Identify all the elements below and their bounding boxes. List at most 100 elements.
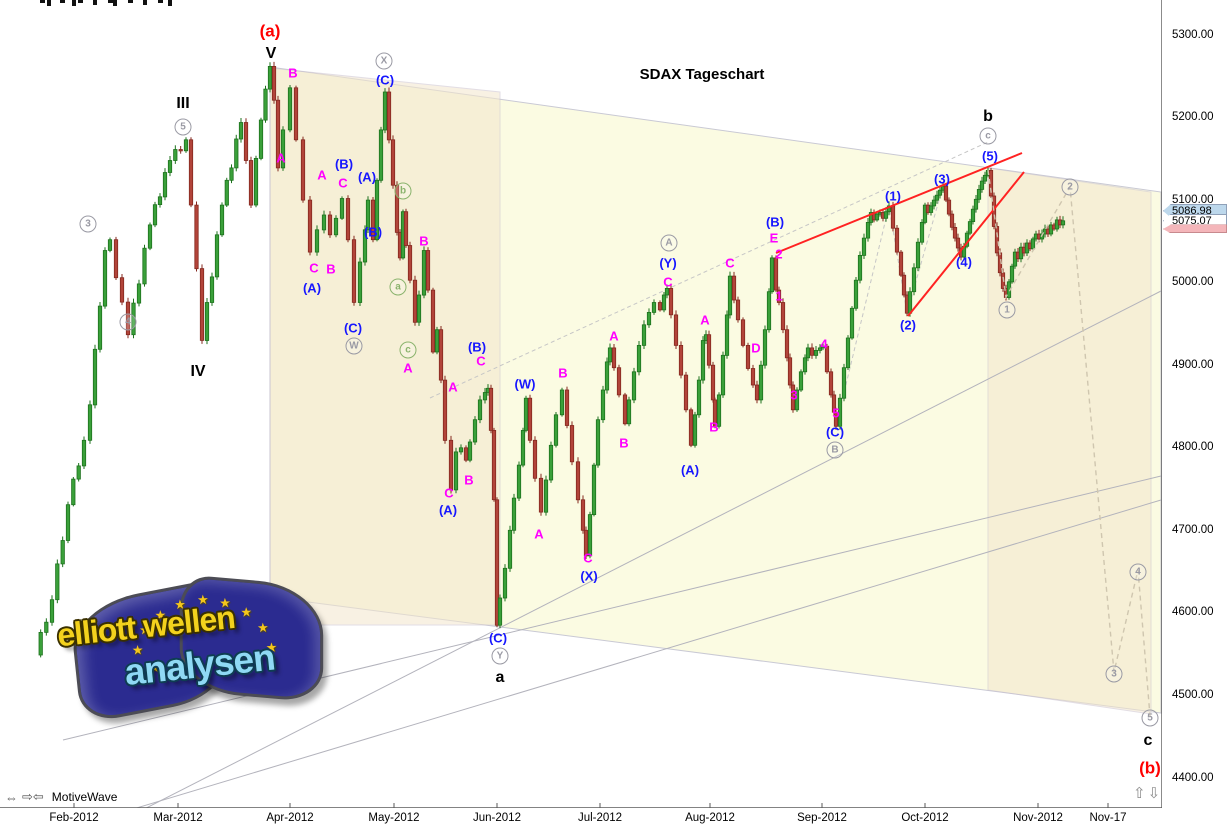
candle [657,300,663,312]
wave-label: 4 [820,336,828,352]
candle [982,171,988,184]
candle [604,357,610,394]
candle [970,205,976,225]
wave-label: A [276,150,286,166]
candle [874,212,880,222]
candle [631,367,637,404]
candle [511,493,517,534]
candle [967,218,973,236]
candle [716,392,722,429]
candle [849,306,855,340]
candle [883,207,889,222]
up-arrow-icon[interactable]: ⇧ [1133,785,1148,802]
candle [616,364,622,398]
wave-label: A [317,167,327,183]
motivewave-brand: MotiveWave [51,790,118,804]
candle [673,310,679,349]
candle [575,457,581,504]
candle [805,343,811,362]
candle [345,195,351,243]
candle [651,299,657,315]
candle [157,193,163,208]
candle [622,392,628,426]
candle [710,361,716,403]
candle [463,445,469,463]
candle [661,292,667,313]
candle [314,225,320,256]
candle [706,330,712,369]
candle [607,343,613,366]
candle [569,421,575,466]
candle [813,346,819,359]
clipped-text-fragment [158,0,163,3]
time-axis-label: Sep-2012 [797,812,847,824]
candle [646,308,652,328]
price-axis-label: 5200.00 [1172,111,1214,124]
dashed-ab-trendline [429,141,989,399]
candle [162,168,168,201]
clipped-text-fragment [143,0,147,5]
candle [758,360,764,404]
candle [113,236,119,280]
candle [477,395,483,424]
wave-label: B [464,472,474,488]
candle [65,501,71,544]
candle [275,95,281,172]
candle [922,202,928,225]
time-axis[interactable]: Feb-2012 Mar-2012 Apr-2012 May-2012 Jun-2012… [0,808,1228,830]
candle [287,85,293,133]
price-axis[interactable]: 5300.00 5200.00 5100.00 5000.00 4900.00 4800.… [1162,0,1228,808]
clipped-text-fragment [47,0,51,6]
candle [724,310,730,359]
candle [731,271,737,304]
price-axis-label: 5300.00 [1172,28,1214,41]
down-arrow-icon[interactable]: ⇩ [1147,785,1163,802]
wave-label: (B) [363,224,383,240]
left-right-arrow-icon[interactable]: ⇔ [5,789,18,805]
price-axis-label: 4500.00 [1172,688,1214,701]
right-left-arrow-icons[interactable]: ⇨⇦ [22,789,44,804]
wave-label: 3 [790,387,798,403]
clipped-text-fragment [168,0,172,6]
candle [915,238,921,272]
candle [491,427,497,502]
wave-label: b [983,108,993,125]
candle [750,364,756,388]
candle [209,272,215,306]
candle [611,344,617,371]
statusbar: ⇔ ⇨⇦ MotiveWave [5,789,117,805]
wave-label: B [326,261,336,277]
elliott-wellen-analysen-logo: ★ ★ ★ ★ ★ ★ ★ ★ ★ ★ elliott wellen analysen [49,573,364,736]
wave-label: 5 [174,118,192,136]
time-axis-label: Oct-2012 [901,812,949,824]
candle [167,156,173,177]
wave-label: B [288,65,298,81]
candle [49,595,55,626]
wave-label: (2) [900,317,916,333]
wave-label: 4 [119,313,137,331]
wave-label: C [725,255,735,271]
candle [339,196,345,220]
candle [488,384,494,434]
price-axis-label: 4900.00 [1172,358,1214,371]
candle [937,186,943,199]
wave-label: (Y) [659,255,677,271]
wave-label: (A) [302,280,322,296]
scroll-arrows[interactable]: ⇧⇩ [1133,784,1162,802]
candle [107,237,113,253]
wave-label: (b) [1139,758,1161,778]
candle [194,201,199,272]
candle [824,343,830,374]
candle [769,255,775,294]
candle [370,197,376,243]
candle [641,320,647,349]
candle [1048,221,1054,237]
candle [766,288,772,333]
wave-label: (1) [885,188,901,204]
wave-label: 2 [775,246,783,262]
clipped-text-fragment [108,0,113,3]
candle [776,286,782,306]
wave-label: 5 [832,405,840,421]
